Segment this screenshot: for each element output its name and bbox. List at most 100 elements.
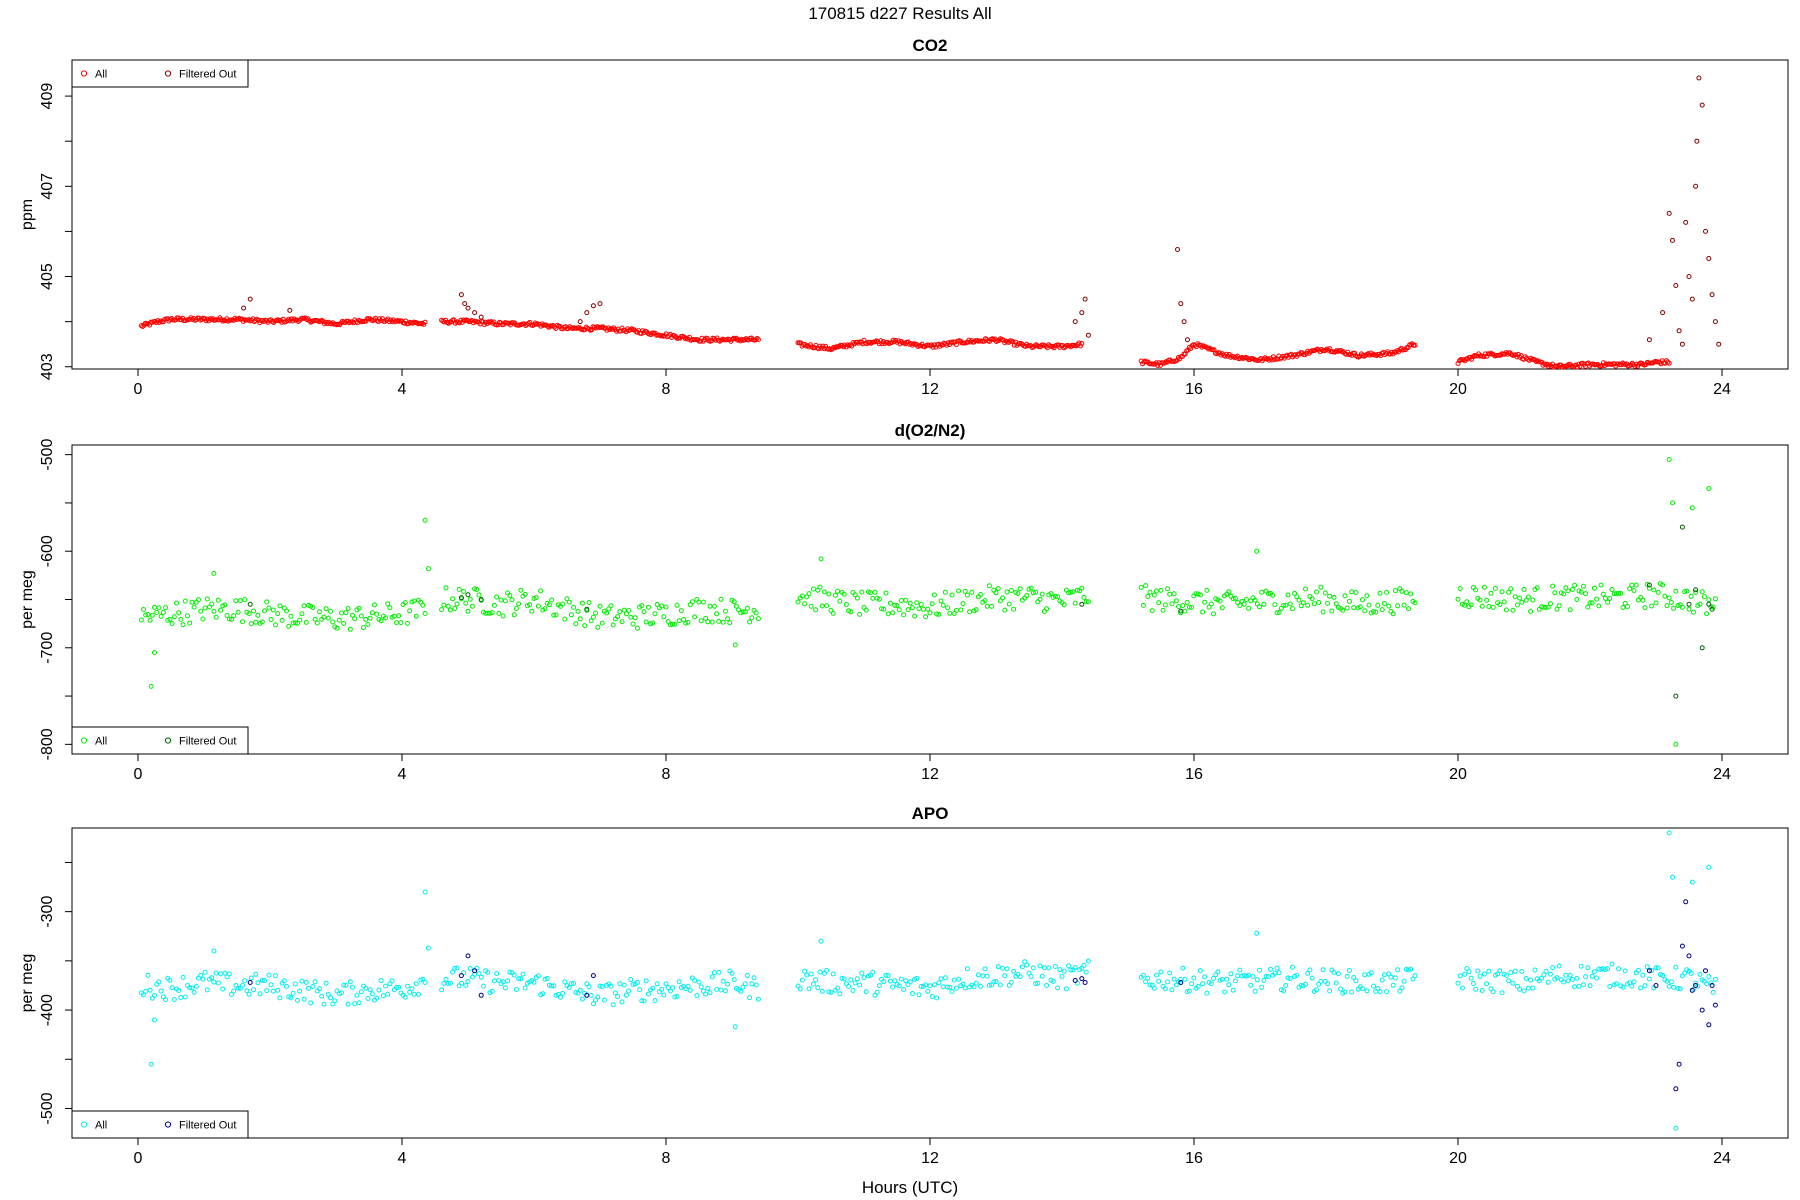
data-point — [1320, 967, 1326, 973]
data-point — [991, 979, 997, 985]
data-point — [1252, 988, 1258, 994]
data-point — [1583, 974, 1589, 980]
data-point — [1501, 599, 1507, 605]
data-point — [718, 987, 724, 993]
data-point — [949, 592, 955, 598]
data-point — [590, 1001, 596, 1007]
data-point — [502, 985, 508, 991]
data-point — [1574, 597, 1580, 602]
data-point — [458, 292, 464, 298]
data-point — [1668, 599, 1674, 605]
data-point — [1353, 590, 1359, 595]
data-point — [1274, 965, 1280, 971]
data-point — [936, 980, 942, 986]
data-point — [907, 979, 913, 985]
data-point — [601, 997, 607, 1003]
data-point — [1180, 354, 1185, 359]
data-point — [1289, 606, 1295, 612]
data-point — [209, 975, 215, 981]
data-point — [1165, 979, 1170, 985]
data-point — [1211, 611, 1216, 617]
data-point — [599, 620, 605, 626]
data-point — [645, 991, 651, 997]
y-tick-label: 403 — [39, 353, 56, 380]
data-point — [1706, 597, 1712, 603]
legend-marker — [80, 70, 88, 77]
data-point — [273, 622, 278, 628]
data-point — [1484, 597, 1490, 603]
data-point — [1349, 989, 1355, 995]
data-point — [496, 610, 502, 616]
data-point — [612, 990, 618, 996]
data-point — [667, 988, 673, 994]
data-point — [1457, 586, 1463, 592]
data-point — [980, 973, 986, 979]
data-point — [846, 983, 852, 989]
data-point — [1492, 585, 1498, 591]
data-point — [1184, 600, 1190, 605]
data-point — [1653, 965, 1659, 971]
data-point — [1689, 296, 1695, 302]
data-point — [725, 616, 731, 622]
data-point — [332, 998, 338, 1004]
data-point — [848, 977, 854, 983]
data-point — [975, 972, 981, 978]
data-point — [958, 607, 964, 613]
data-point — [817, 584, 823, 590]
data-point — [500, 979, 506, 985]
data-point — [1030, 590, 1036, 596]
data-point — [1406, 606, 1411, 612]
data-point — [753, 610, 759, 616]
data-point — [251, 608, 256, 614]
data-point — [246, 611, 252, 616]
data-point — [452, 965, 458, 971]
data-point — [1706, 974, 1712, 980]
data-point — [1362, 972, 1368, 978]
data-point — [1697, 601, 1703, 607]
data-point — [174, 600, 179, 606]
legend: All Filtered Out — [71, 726, 249, 755]
data-point — [1066, 590, 1072, 596]
data-point — [676, 618, 682, 624]
data-point — [202, 605, 208, 611]
data-point — [962, 588, 968, 594]
data-point — [145, 612, 151, 617]
data-point — [945, 984, 951, 990]
data-point — [835, 588, 841, 594]
data-point — [1184, 989, 1190, 995]
data-point — [1226, 982, 1232, 988]
data-point — [960, 601, 966, 607]
data-point — [277, 995, 283, 1001]
data-point — [707, 990, 713, 996]
data-point — [1368, 970, 1374, 976]
data-point — [805, 343, 811, 349]
data-point — [711, 603, 717, 609]
data-point — [835, 985, 841, 991]
data-point — [152, 1017, 157, 1023]
data-point — [1169, 601, 1175, 607]
data-point — [1689, 879, 1695, 885]
data-point — [1250, 974, 1256, 979]
data-point — [273, 973, 278, 979]
data-point — [509, 597, 515, 603]
data-point — [634, 625, 640, 631]
data-point — [1543, 605, 1549, 610]
data-point — [247, 980, 253, 985]
data-point — [518, 587, 524, 593]
data-point — [1690, 986, 1696, 992]
data-point — [334, 625, 340, 631]
data-point — [1224, 976, 1230, 982]
data-point — [705, 619, 711, 625]
data-point — [1081, 962, 1087, 968]
data-point — [1180, 965, 1186, 971]
data-point — [156, 979, 162, 985]
data-point — [1243, 597, 1249, 602]
data-point — [1246, 972, 1252, 978]
data-point — [167, 977, 173, 983]
data-point — [1281, 603, 1287, 608]
data-point — [1704, 981, 1710, 987]
data-point — [929, 601, 935, 607]
data-point — [158, 613, 164, 619]
data-point — [870, 969, 876, 975]
data-point — [927, 610, 933, 616]
